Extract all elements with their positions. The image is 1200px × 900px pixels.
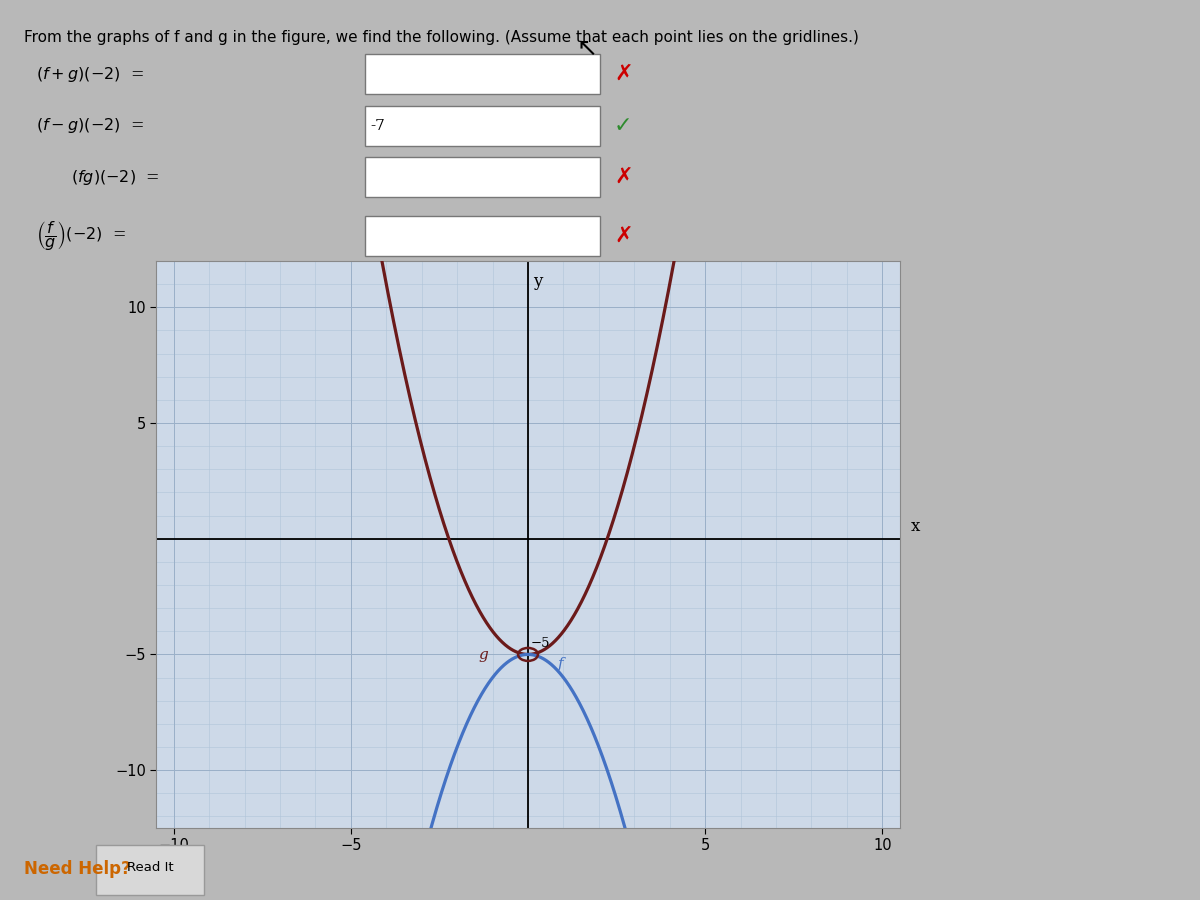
Text: y: y — [533, 273, 542, 290]
Text: f: f — [558, 657, 564, 671]
Text: $(f - g)(-2)$  =: $(f - g)(-2)$ = — [36, 116, 144, 135]
Text: ✗: ✗ — [614, 64, 632, 85]
Text: ✗: ✗ — [614, 167, 632, 187]
Text: ✓: ✓ — [614, 115, 632, 136]
Text: Read It: Read It — [127, 860, 173, 874]
Text: From the graphs of f and g in the figure, we find the following. (Assume that ea: From the graphs of f and g in the figure… — [24, 30, 859, 45]
Text: Need Help?: Need Help? — [24, 860, 131, 878]
Text: $\left(\dfrac{f}{g}\right)(-2)$  =: $\left(\dfrac{f}{g}\right)(-2)$ = — [36, 219, 126, 252]
Text: x: x — [911, 518, 920, 536]
Text: -7: -7 — [371, 119, 385, 132]
FancyBboxPatch shape — [365, 216, 600, 256]
FancyBboxPatch shape — [365, 106, 600, 146]
FancyBboxPatch shape — [365, 54, 600, 94]
Text: ↖: ↖ — [576, 37, 598, 60]
Text: −5: −5 — [530, 637, 551, 651]
FancyBboxPatch shape — [96, 845, 204, 895]
Text: ✗: ✗ — [614, 226, 632, 246]
Text: g: g — [479, 648, 488, 662]
FancyBboxPatch shape — [365, 158, 600, 197]
Text: $(f + g)(-2)$  =: $(f + g)(-2)$ = — [36, 65, 144, 84]
Text: $(fg)(-2)$  =: $(fg)(-2)$ = — [71, 167, 160, 186]
